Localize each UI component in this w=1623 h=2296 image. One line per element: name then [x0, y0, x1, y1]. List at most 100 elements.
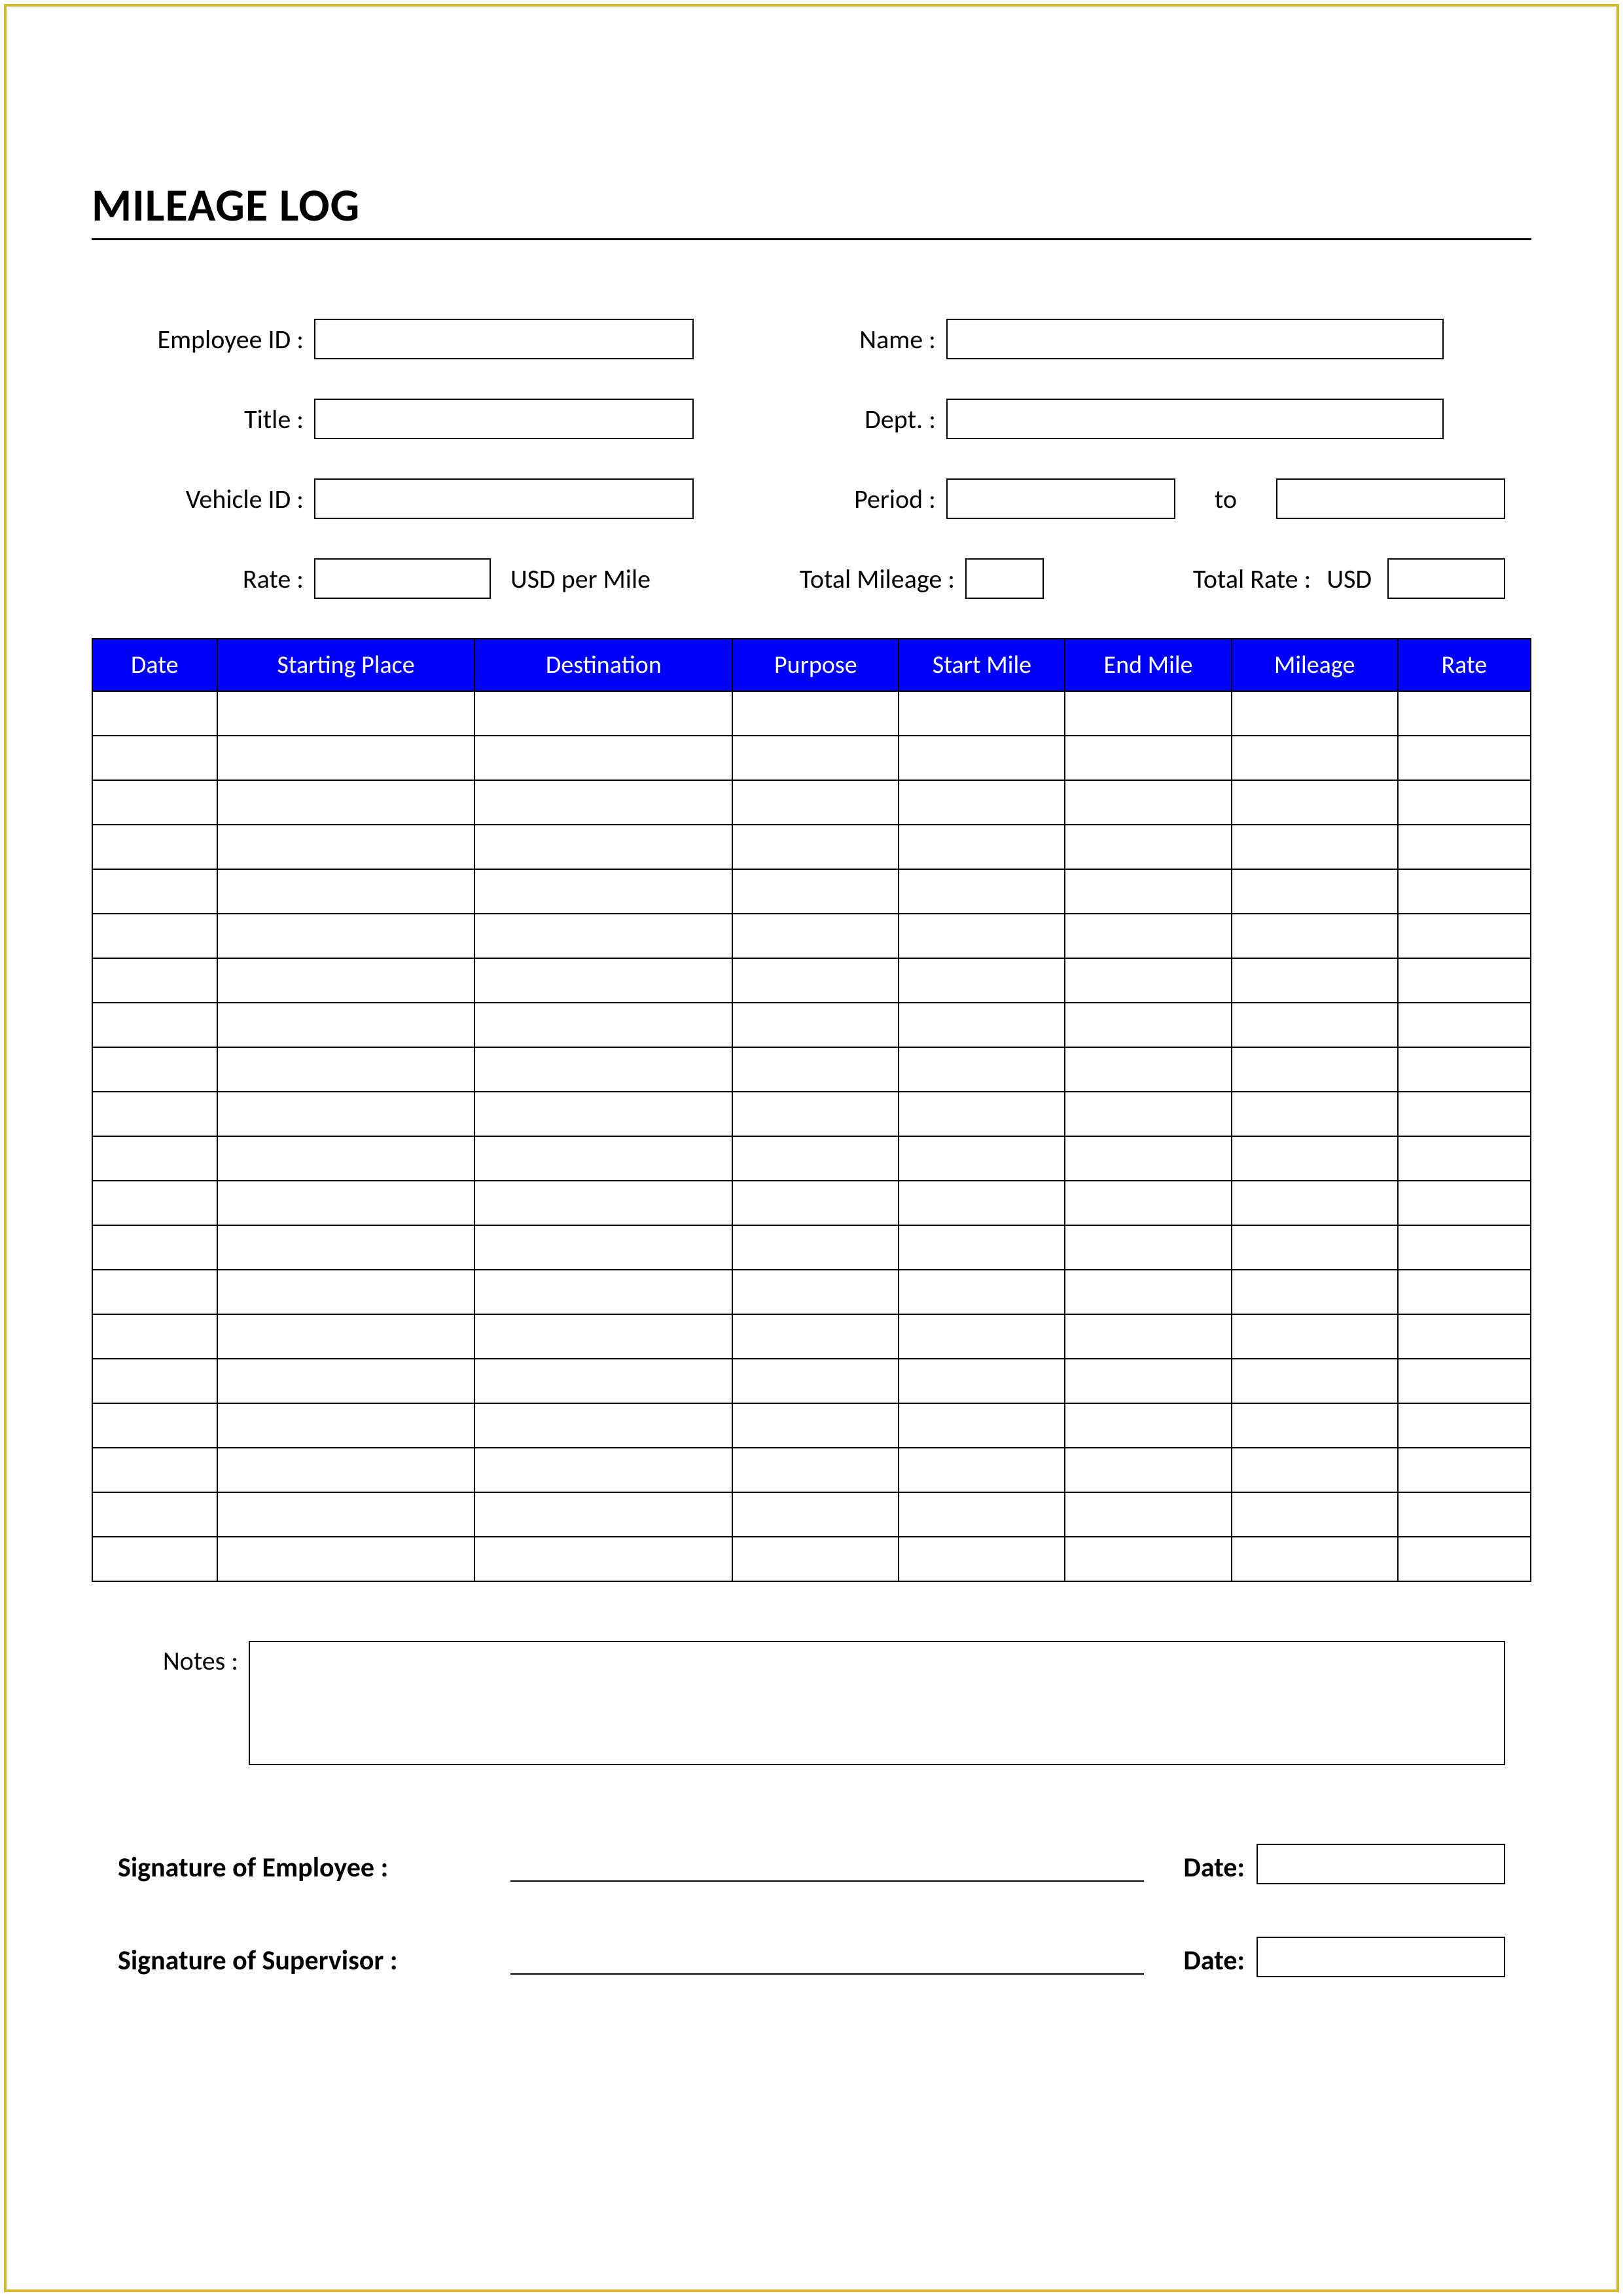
table-cell[interactable] — [899, 1403, 1065, 1448]
vehicle-id-input[interactable] — [314, 478, 694, 519]
table-cell[interactable] — [1232, 869, 1398, 914]
table-cell[interactable] — [474, 825, 732, 869]
table-cell[interactable] — [732, 958, 899, 1003]
table-cell[interactable] — [1232, 1136, 1398, 1181]
table-cell[interactable] — [899, 1136, 1065, 1181]
table-cell[interactable] — [1232, 1047, 1398, 1092]
table-cell[interactable] — [474, 691, 732, 736]
table-cell[interactable] — [217, 736, 475, 780]
table-cell[interactable] — [1232, 1403, 1398, 1448]
table-cell[interactable] — [1065, 1092, 1231, 1136]
table-cell[interactable] — [1065, 869, 1231, 914]
table-cell[interactable] — [217, 1092, 475, 1136]
rate-input[interactable] — [314, 558, 491, 599]
table-cell[interactable] — [474, 1537, 732, 1581]
table-cell[interactable] — [92, 1448, 217, 1492]
table-cell[interactable] — [474, 1047, 732, 1092]
table-cell[interactable] — [92, 1225, 217, 1270]
table-cell[interactable] — [474, 1136, 732, 1181]
table-cell[interactable] — [92, 1047, 217, 1092]
table-cell[interactable] — [92, 958, 217, 1003]
table-cell[interactable] — [899, 1359, 1065, 1403]
table-cell[interactable] — [474, 1448, 732, 1492]
table-cell[interactable] — [474, 958, 732, 1003]
table-cell[interactable] — [732, 914, 899, 958]
table-cell[interactable] — [732, 1403, 899, 1448]
table-cell[interactable] — [1065, 1270, 1231, 1314]
table-cell[interactable] — [1232, 1270, 1398, 1314]
table-cell[interactable] — [1065, 1537, 1231, 1581]
table-cell[interactable] — [1065, 1403, 1231, 1448]
table-cell[interactable] — [92, 1003, 217, 1047]
name-input[interactable] — [946, 319, 1444, 359]
table-cell[interactable] — [1232, 780, 1398, 825]
table-cell[interactable] — [1398, 1047, 1531, 1092]
table-cell[interactable] — [1232, 1448, 1398, 1492]
table-cell[interactable] — [899, 1003, 1065, 1047]
table-cell[interactable] — [217, 869, 475, 914]
table-cell[interactable] — [1232, 1537, 1398, 1581]
table-cell[interactable] — [1232, 736, 1398, 780]
table-cell[interactable] — [1232, 1492, 1398, 1537]
table-cell[interactable] — [899, 869, 1065, 914]
table-cell[interactable] — [1065, 1225, 1231, 1270]
dept-input[interactable] — [946, 399, 1444, 439]
total-rate-input[interactable] — [1387, 558, 1505, 599]
signature-employee-line[interactable] — [510, 1849, 1144, 1882]
table-cell[interactable] — [217, 1181, 475, 1225]
table-cell[interactable] — [1398, 1181, 1531, 1225]
table-cell[interactable] — [1065, 1181, 1231, 1225]
title-input[interactable] — [314, 399, 694, 439]
table-cell[interactable] — [1065, 958, 1231, 1003]
table-cell[interactable] — [474, 1270, 732, 1314]
table-cell[interactable] — [732, 1314, 899, 1359]
table-cell[interactable] — [732, 736, 899, 780]
table-cell[interactable] — [217, 1314, 475, 1359]
table-cell[interactable] — [92, 869, 217, 914]
table-cell[interactable] — [1398, 1270, 1531, 1314]
table-cell[interactable] — [474, 736, 732, 780]
table-cell[interactable] — [92, 1359, 217, 1403]
table-cell[interactable] — [1232, 1181, 1398, 1225]
table-cell[interactable] — [899, 691, 1065, 736]
table-cell[interactable] — [217, 1047, 475, 1092]
table-cell[interactable] — [217, 1403, 475, 1448]
table-cell[interactable] — [1065, 736, 1231, 780]
table-cell[interactable] — [732, 1359, 899, 1403]
table-cell[interactable] — [899, 1448, 1065, 1492]
table-cell[interactable] — [217, 914, 475, 958]
table-cell[interactable] — [899, 825, 1065, 869]
table-cell[interactable] — [1065, 914, 1231, 958]
table-cell[interactable] — [1398, 914, 1531, 958]
table-cell[interactable] — [732, 1448, 899, 1492]
table-cell[interactable] — [92, 691, 217, 736]
table-cell[interactable] — [1398, 1403, 1531, 1448]
table-cell[interactable] — [732, 1225, 899, 1270]
table-cell[interactable] — [217, 1448, 475, 1492]
table-cell[interactable] — [92, 1092, 217, 1136]
table-cell[interactable] — [732, 1092, 899, 1136]
table-cell[interactable] — [732, 691, 899, 736]
table-cell[interactable] — [732, 1537, 899, 1581]
table-cell[interactable] — [899, 1270, 1065, 1314]
table-cell[interactable] — [1065, 1047, 1231, 1092]
employee-id-input[interactable] — [314, 319, 694, 359]
table-cell[interactable] — [1398, 869, 1531, 914]
table-cell[interactable] — [899, 1225, 1065, 1270]
table-cell[interactable] — [899, 1537, 1065, 1581]
table-cell[interactable] — [217, 1359, 475, 1403]
table-cell[interactable] — [1065, 1314, 1231, 1359]
table-cell[interactable] — [1398, 1537, 1531, 1581]
table-cell[interactable] — [217, 1136, 475, 1181]
table-cell[interactable] — [1398, 958, 1531, 1003]
table-cell[interactable] — [1398, 1359, 1531, 1403]
table-cell[interactable] — [474, 1003, 732, 1047]
table-cell[interactable] — [92, 1136, 217, 1181]
table-cell[interactable] — [732, 869, 899, 914]
table-cell[interactable] — [1398, 1314, 1531, 1359]
table-cell[interactable] — [1398, 1003, 1531, 1047]
table-cell[interactable] — [474, 1492, 732, 1537]
table-cell[interactable] — [217, 1225, 475, 1270]
table-cell[interactable] — [732, 1047, 899, 1092]
table-cell[interactable] — [474, 1359, 732, 1403]
